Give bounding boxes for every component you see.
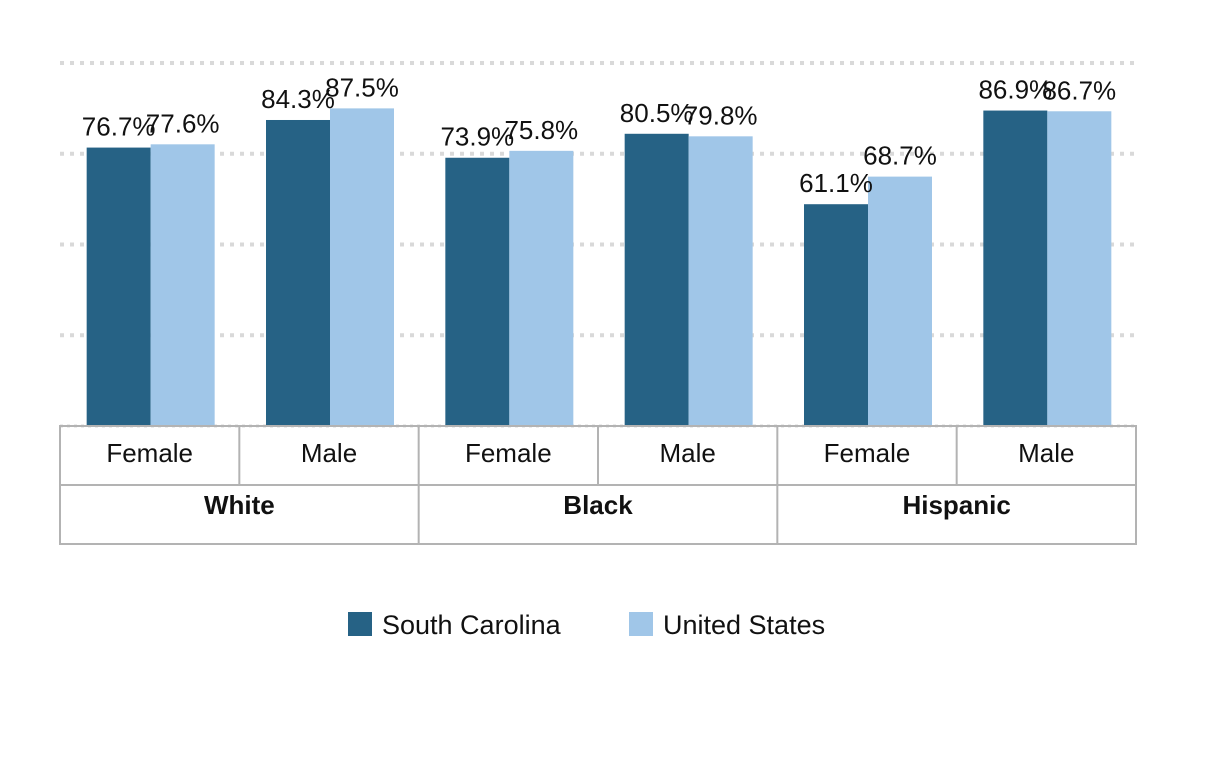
bar-united-states — [1047, 111, 1112, 427]
gridlines — [60, 61, 1136, 428]
value-label: 87.5% — [325, 72, 399, 102]
legend-swatch — [348, 612, 372, 636]
value-label: 68.7% — [863, 141, 937, 171]
category-label: Male — [1018, 438, 1074, 468]
value-label: 61.1% — [799, 168, 873, 198]
value-label: 77.6% — [146, 108, 220, 138]
bar-south-carolina — [445, 157, 510, 427]
bar-united-states — [688, 136, 753, 427]
value-label: 79.8% — [684, 100, 758, 130]
bar-south-carolina — [983, 110, 1048, 426]
value-label: 86.7% — [1042, 75, 1116, 105]
bar-south-carolina — [266, 119, 330, 426]
bar-united-states — [509, 150, 574, 426]
legend: South Carolina United States — [348, 610, 825, 640]
group-label: White — [204, 490, 275, 520]
value-labels: 76.7%77.6% 84.3%87.5% 73.9%75.8% 80.5%79.8%… — [82, 72, 1116, 198]
value-label: 80.5% — [620, 98, 694, 128]
bars — [86, 108, 1112, 427]
bar-united-states — [150, 144, 215, 426]
category-axis-table: Female Male Female Male Female Male White Black… — [59, 425, 1137, 545]
category-label: Female — [106, 438, 193, 468]
bar-south-carolina — [624, 133, 689, 426]
value-label: 76.7% — [82, 112, 156, 142]
bar-south-carolina — [86, 147, 151, 427]
category-label: Female — [824, 438, 911, 468]
legend-swatch — [629, 612, 653, 636]
bar-south-carolina — [804, 204, 868, 426]
group-label: Hispanic — [902, 490, 1010, 520]
value-label: 84.3% — [261, 84, 335, 114]
bar-united-states — [868, 176, 932, 426]
legend-label: United States — [663, 610, 825, 640]
group-label: Black — [563, 490, 633, 520]
bar-united-states — [330, 108, 394, 426]
value-label: 86.9% — [978, 75, 1052, 105]
value-label: 75.8% — [504, 115, 578, 145]
legend-label: South Carolina — [382, 610, 562, 640]
category-label: Female — [465, 438, 552, 468]
value-label: 73.9% — [440, 122, 514, 152]
category-label: Male — [301, 438, 357, 468]
category-label: Male — [659, 438, 715, 468]
